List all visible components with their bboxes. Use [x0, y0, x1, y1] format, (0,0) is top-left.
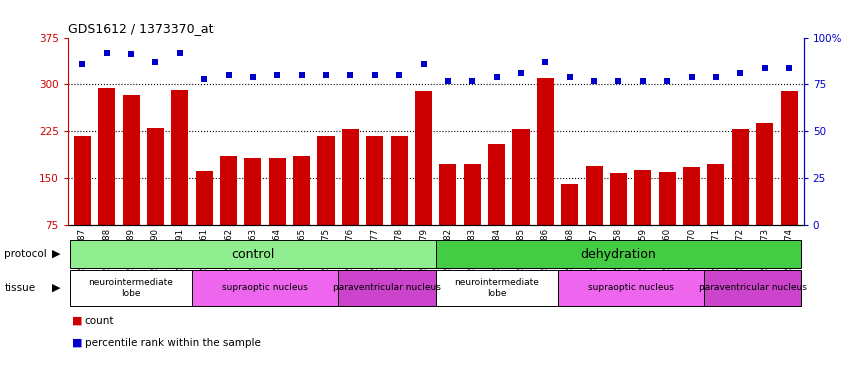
Bar: [659, 172, 676, 272]
Text: GDS1612 / 1373370_at: GDS1612 / 1373370_at: [68, 22, 213, 35]
Text: supraoptic nucleus: supraoptic nucleus: [588, 284, 673, 292]
Bar: [756, 123, 773, 272]
Text: ■: ■: [72, 316, 82, 326]
Point: [222, 72, 235, 78]
Bar: [220, 156, 237, 272]
Text: control: control: [231, 248, 275, 261]
Text: paraventricular nucleus: paraventricular nucleus: [333, 284, 441, 292]
Bar: [293, 156, 310, 272]
Bar: [436, 240, 801, 268]
Point: [684, 74, 698, 80]
Point: [197, 76, 211, 82]
Bar: [415, 91, 432, 272]
Point: [417, 61, 431, 67]
Point: [514, 70, 528, 76]
Bar: [610, 173, 627, 272]
Point: [733, 70, 747, 76]
Bar: [436, 270, 558, 306]
Text: ■: ■: [72, 338, 82, 348]
Bar: [70, 240, 436, 268]
Text: count: count: [85, 316, 114, 326]
Bar: [558, 270, 704, 306]
Bar: [98, 87, 115, 272]
Text: ▶: ▶: [52, 249, 61, 259]
Bar: [342, 129, 359, 272]
Bar: [513, 129, 530, 272]
Point: [393, 72, 406, 78]
Bar: [537, 78, 554, 272]
Point: [246, 74, 260, 80]
Bar: [585, 166, 602, 272]
Bar: [488, 144, 505, 272]
Point: [441, 78, 454, 84]
Bar: [192, 270, 338, 306]
Bar: [732, 129, 749, 272]
Point: [783, 64, 796, 70]
Bar: [74, 136, 91, 272]
Text: ▶: ▶: [52, 283, 61, 292]
Text: neurointermediate
lobe: neurointermediate lobe: [89, 278, 173, 297]
Bar: [439, 164, 456, 272]
Bar: [70, 270, 192, 306]
Text: protocol: protocol: [4, 249, 47, 259]
Bar: [244, 158, 261, 272]
Bar: [317, 136, 334, 272]
Text: paraventricular nucleus: paraventricular nucleus: [699, 284, 806, 292]
Text: dehydration: dehydration: [580, 248, 656, 261]
Point: [636, 78, 650, 84]
Text: supraoptic nucleus: supraoptic nucleus: [222, 284, 308, 292]
Text: tissue: tissue: [4, 283, 36, 292]
Bar: [464, 164, 481, 272]
Point: [368, 72, 382, 78]
Point: [75, 61, 89, 67]
Bar: [683, 167, 700, 272]
Bar: [634, 170, 651, 272]
Point: [295, 72, 309, 78]
Point: [563, 74, 576, 80]
Bar: [269, 158, 286, 272]
Text: percentile rank within the sample: percentile rank within the sample: [85, 338, 261, 348]
Point: [539, 59, 552, 65]
Bar: [338, 270, 436, 306]
Point: [709, 74, 722, 80]
Bar: [147, 128, 164, 272]
Point: [173, 50, 187, 55]
Point: [587, 78, 601, 84]
Point: [271, 72, 284, 78]
Point: [149, 59, 162, 65]
Bar: [707, 164, 724, 272]
Bar: [704, 270, 801, 306]
Bar: [123, 95, 140, 272]
Bar: [391, 136, 408, 272]
Bar: [171, 90, 189, 272]
Text: neurointermediate
lobe: neurointermediate lobe: [454, 278, 539, 297]
Bar: [781, 91, 798, 272]
Point: [343, 72, 357, 78]
Bar: [366, 136, 383, 272]
Point: [612, 78, 625, 84]
Point: [490, 74, 503, 80]
Point: [100, 50, 113, 55]
Point: [465, 78, 479, 84]
Point: [758, 64, 772, 70]
Point: [124, 51, 138, 57]
Bar: [561, 184, 579, 272]
Point: [661, 78, 674, 84]
Bar: [195, 171, 212, 272]
Point: [319, 72, 332, 78]
